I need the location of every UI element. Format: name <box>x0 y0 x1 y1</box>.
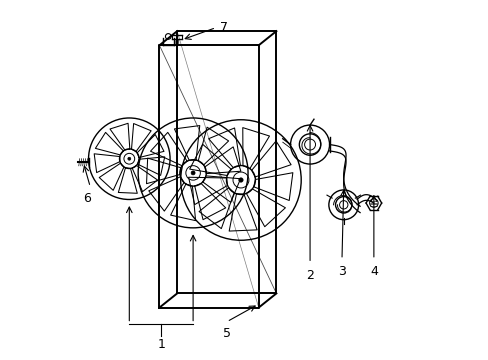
Text: 1: 1 <box>157 338 165 351</box>
Text: 2: 2 <box>305 269 313 282</box>
Circle shape <box>238 178 243 182</box>
Text: 5: 5 <box>223 327 230 340</box>
Text: 6: 6 <box>82 192 91 206</box>
Text: 7: 7 <box>219 21 227 34</box>
Circle shape <box>127 157 130 160</box>
Circle shape <box>191 171 195 175</box>
Text: 3: 3 <box>337 265 345 278</box>
Text: 4: 4 <box>369 265 377 278</box>
